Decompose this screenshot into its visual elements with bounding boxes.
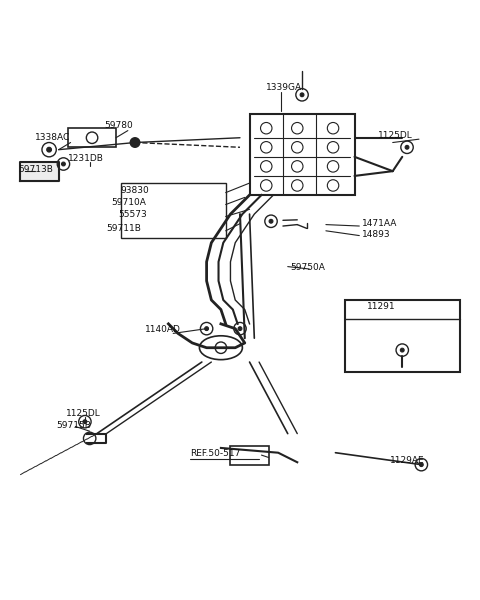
Text: 14893: 14893 bbox=[362, 230, 390, 239]
Circle shape bbox=[269, 220, 273, 223]
Circle shape bbox=[405, 145, 409, 149]
Text: 59780: 59780 bbox=[104, 121, 133, 130]
Bar bbox=[68, 128, 116, 147]
Text: 59713B: 59713B bbox=[18, 165, 53, 174]
Circle shape bbox=[238, 327, 242, 331]
Text: 1471AA: 1471AA bbox=[362, 219, 397, 228]
Text: 1125DL: 1125DL bbox=[66, 409, 101, 418]
Text: 59710A: 59710A bbox=[111, 197, 146, 206]
Text: 59715B: 59715B bbox=[56, 421, 91, 430]
Text: REF.50-517: REF.50-517 bbox=[190, 449, 240, 458]
Text: 59711B: 59711B bbox=[107, 224, 141, 233]
Text: 1338AC: 1338AC bbox=[35, 133, 70, 142]
Text: 59750A: 59750A bbox=[290, 263, 325, 272]
Bar bbox=[345, 300, 459, 371]
Circle shape bbox=[83, 420, 87, 424]
Text: 1231DB: 1231DB bbox=[68, 154, 104, 163]
Text: 1129AE: 1129AE bbox=[390, 457, 425, 466]
Text: 55573: 55573 bbox=[118, 209, 147, 218]
Circle shape bbox=[420, 463, 423, 467]
Circle shape bbox=[300, 93, 304, 97]
Text: 93830: 93830 bbox=[120, 186, 149, 195]
Text: 11291: 11291 bbox=[366, 302, 395, 311]
Text: 1140AD: 1140AD bbox=[144, 325, 180, 334]
Circle shape bbox=[400, 348, 404, 352]
Bar bbox=[250, 114, 355, 195]
Text: 1339GA: 1339GA bbox=[266, 83, 302, 92]
Circle shape bbox=[61, 162, 65, 166]
Polygon shape bbox=[21, 161, 59, 181]
Circle shape bbox=[47, 147, 51, 152]
Circle shape bbox=[204, 327, 208, 331]
Circle shape bbox=[130, 138, 140, 147]
Bar bbox=[230, 446, 269, 464]
Bar bbox=[120, 183, 226, 238]
Text: 1125DL: 1125DL bbox=[378, 131, 413, 140]
